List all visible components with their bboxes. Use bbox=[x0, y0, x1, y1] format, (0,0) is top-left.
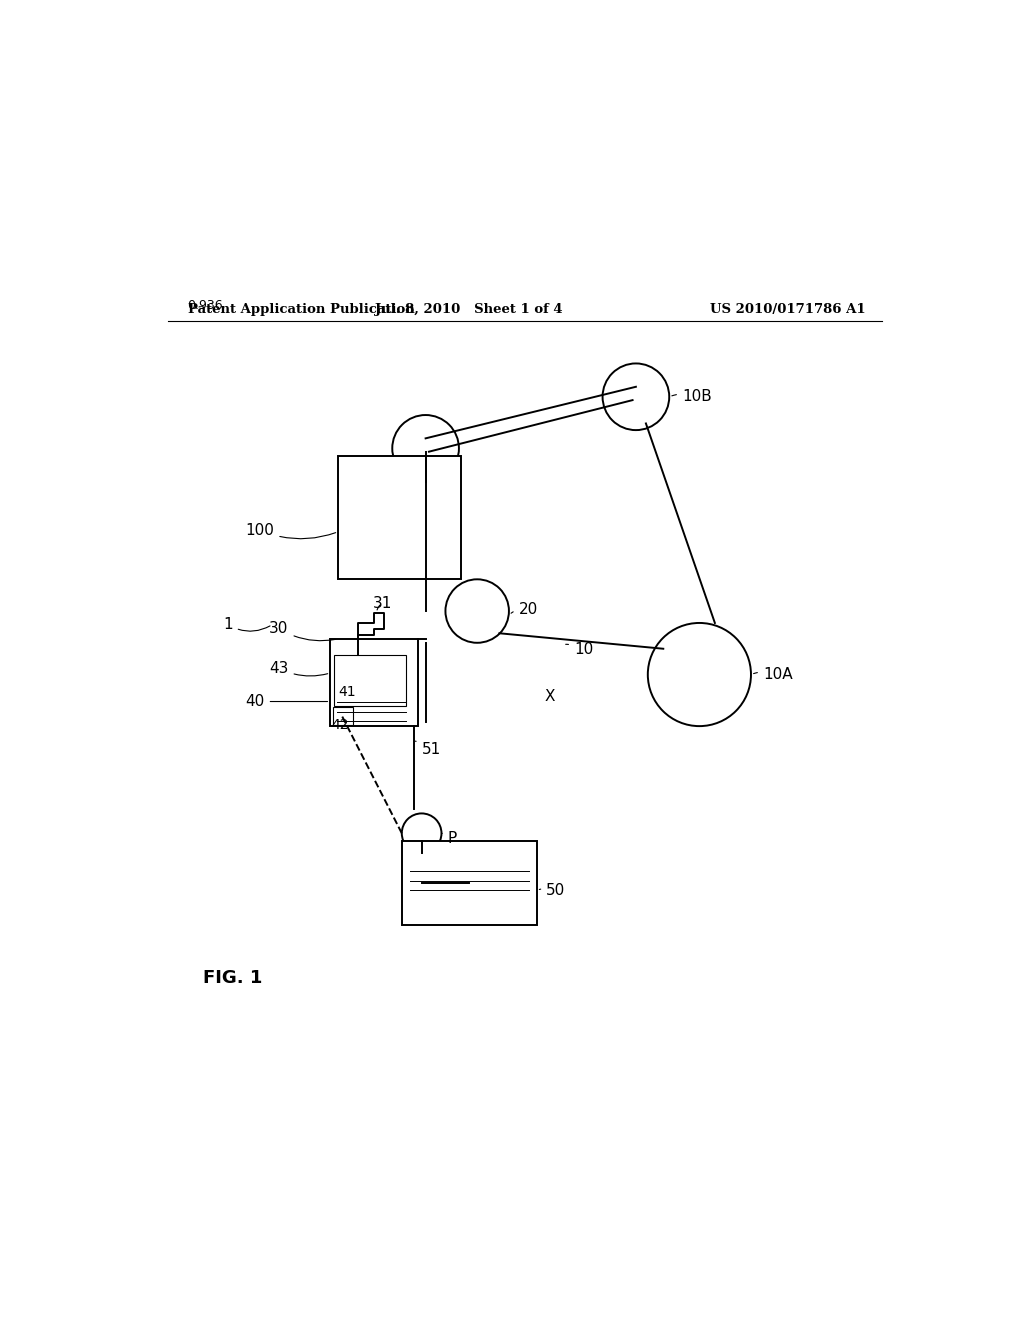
Text: Jul. 8, 2010   Sheet 1 of 4: Jul. 8, 2010 Sheet 1 of 4 bbox=[376, 304, 563, 315]
Text: 30: 30 bbox=[269, 620, 336, 640]
Text: 0.936: 0.936 bbox=[187, 300, 223, 313]
Text: 43: 43 bbox=[269, 661, 328, 676]
Text: 50: 50 bbox=[540, 883, 565, 898]
Text: 1: 1 bbox=[223, 616, 270, 632]
Text: 10A: 10A bbox=[754, 667, 793, 682]
Text: X: X bbox=[545, 689, 555, 705]
Text: Patent Application Publication: Patent Application Publication bbox=[187, 304, 415, 315]
Text: 41: 41 bbox=[338, 685, 356, 700]
Bar bbox=[338, 457, 462, 579]
Text: FIG. 1: FIG. 1 bbox=[204, 969, 263, 986]
Text: 51: 51 bbox=[416, 742, 441, 756]
Text: 20: 20 bbox=[511, 602, 538, 616]
Bar bbox=[401, 841, 537, 924]
Text: 42: 42 bbox=[331, 718, 348, 731]
Bar bbox=[333, 708, 352, 725]
Bar bbox=[334, 655, 406, 706]
Text: P: P bbox=[441, 830, 457, 846]
Text: US 2010/0171786 A1: US 2010/0171786 A1 bbox=[711, 304, 866, 315]
Text: 40: 40 bbox=[246, 694, 328, 709]
Text: 10: 10 bbox=[565, 642, 593, 656]
Text: 100: 100 bbox=[246, 523, 336, 539]
Text: 31: 31 bbox=[373, 595, 392, 611]
Text: 10B: 10B bbox=[672, 389, 712, 404]
Bar bbox=[331, 639, 418, 726]
